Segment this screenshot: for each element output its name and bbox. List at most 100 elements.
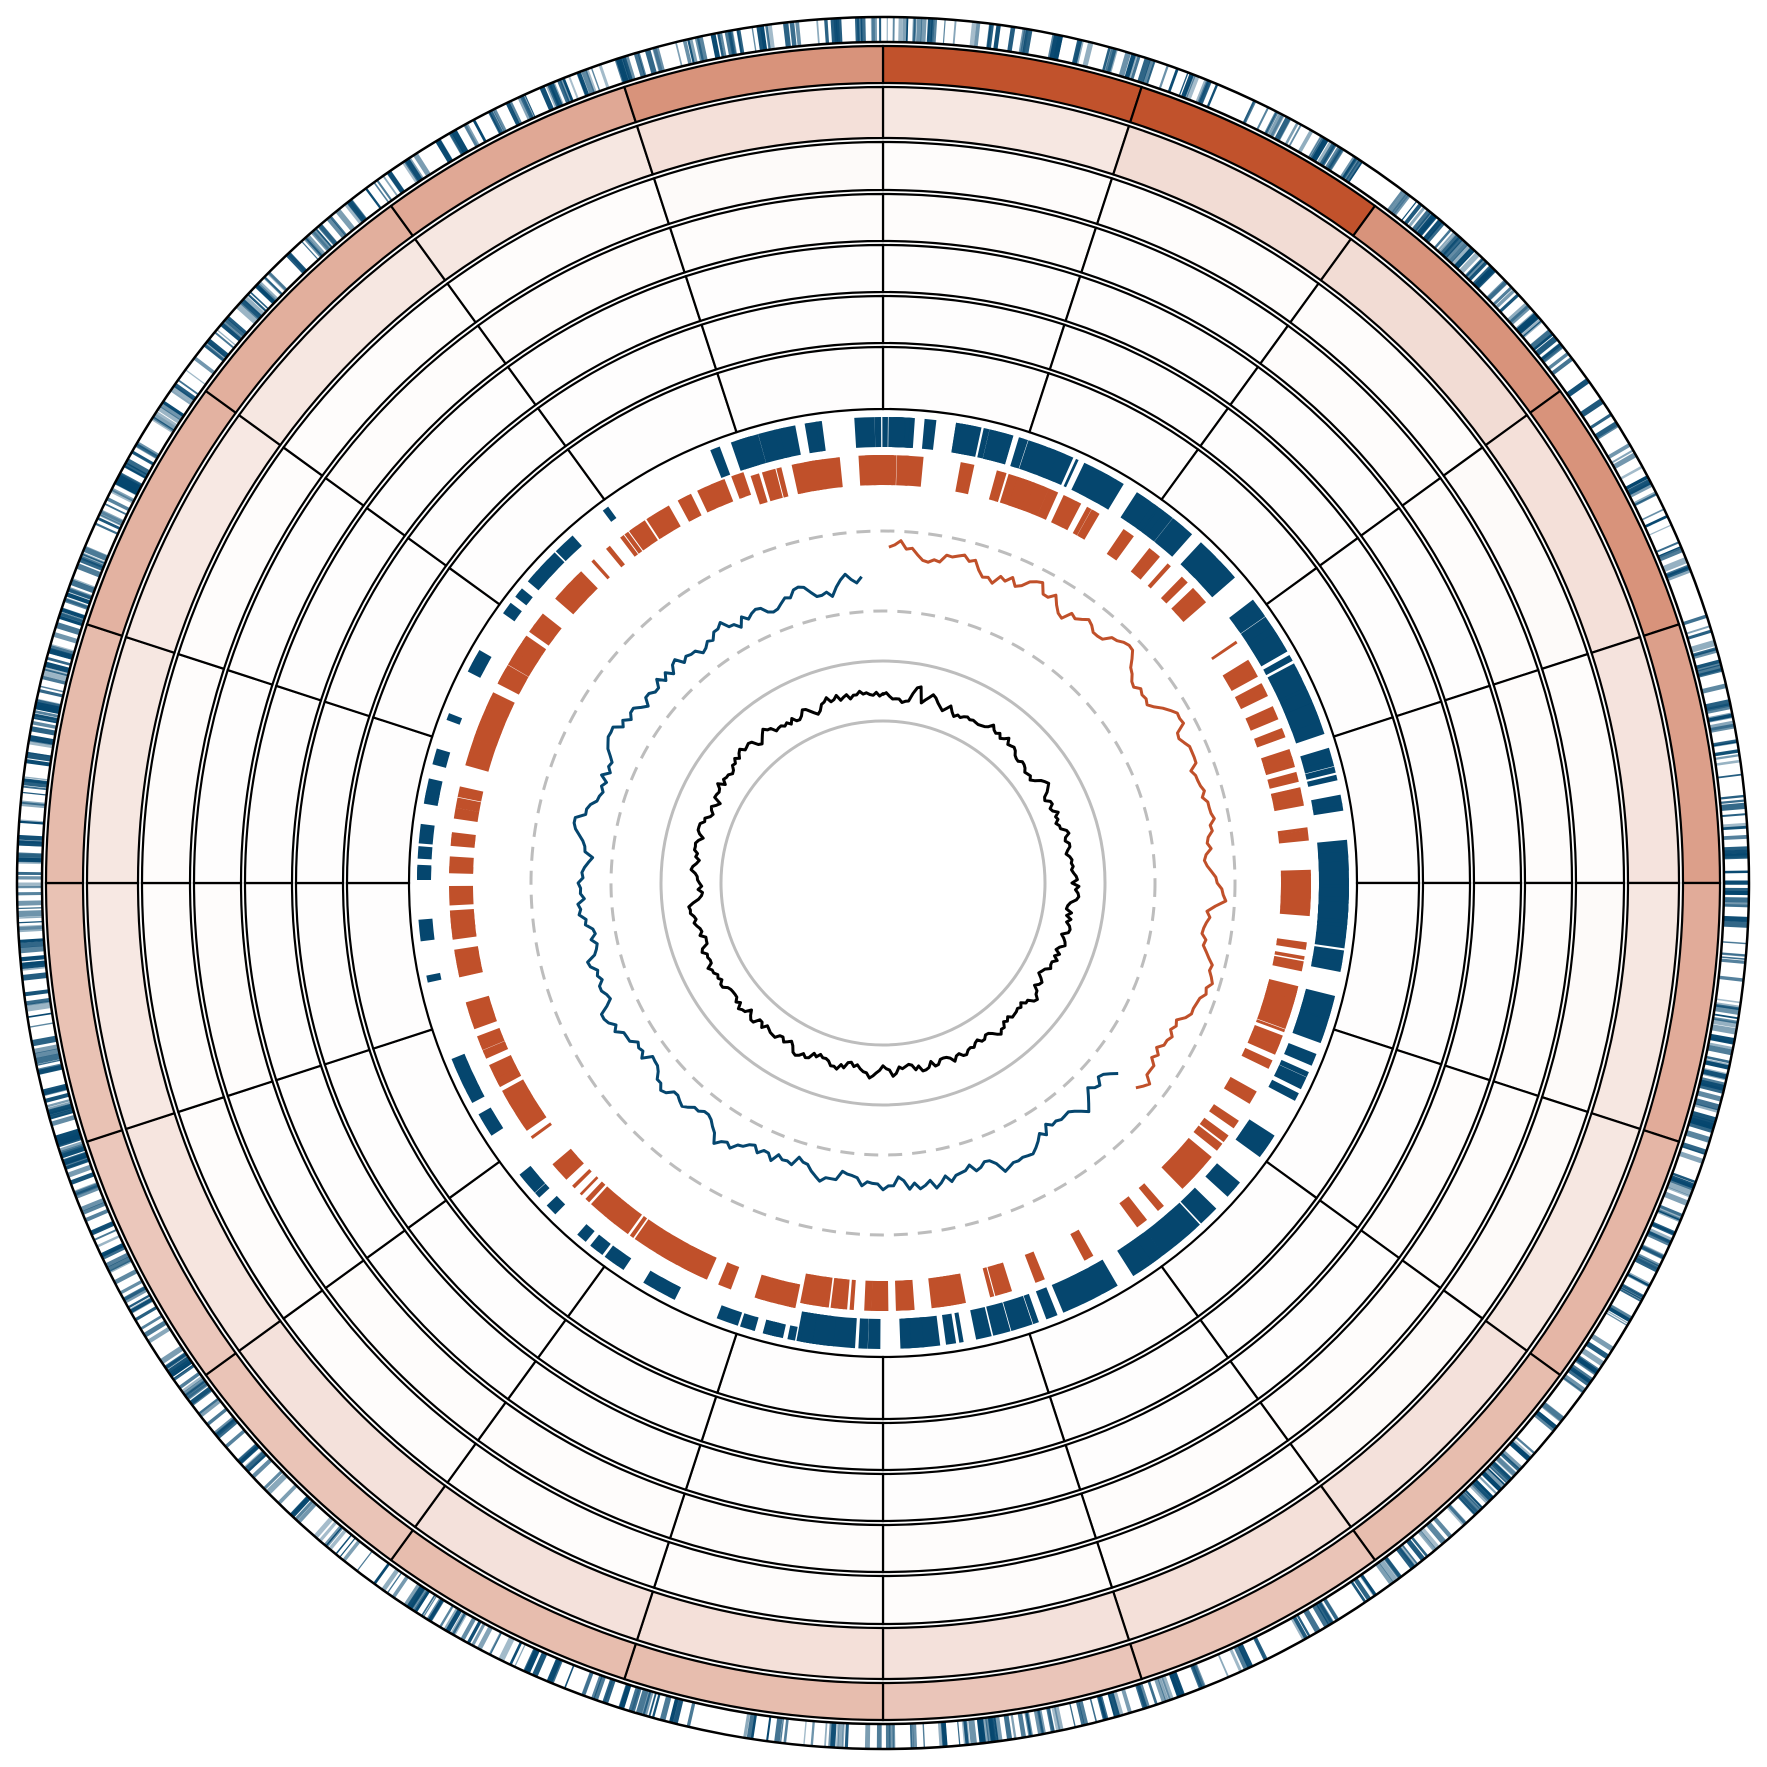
outer-density-tick — [1339, 155, 1359, 180]
outer-density-tick — [1633, 491, 1657, 506]
outer-density-tick — [408, 157, 425, 180]
outer-density-tick — [159, 1345, 184, 1365]
outer-density-tick — [1655, 541, 1680, 553]
outer-density-tick — [64, 1158, 90, 1170]
outer-density-tick — [18, 924, 44, 931]
outer-density-tick — [489, 1632, 503, 1656]
forward-feature — [1273, 1064, 1307, 1090]
forward-feature — [418, 823, 435, 845]
reverse-feature — [572, 1169, 592, 1189]
outer-density-tick — [428, 1598, 445, 1623]
outer-density-tick — [1682, 614, 1708, 626]
outer-density-tick — [1498, 293, 1520, 313]
outer-density-tick — [830, 18, 838, 44]
forward-feature — [882, 416, 888, 448]
outer-density-tick — [247, 293, 267, 313]
outer-density-tick — [1252, 1636, 1268, 1661]
reverse-feature — [710, 479, 732, 507]
outer-density-tick — [1724, 880, 1750, 885]
outer-density-tick — [1702, 1068, 1728, 1080]
outer-density-tick — [581, 1671, 594, 1697]
outer-density-tick — [199, 1399, 222, 1418]
outer-density-tick — [1318, 1600, 1335, 1625]
outer-density-tick — [99, 509, 125, 526]
outer-density-tick — [1414, 211, 1434, 235]
outer-density-tick — [1069, 1702, 1076, 1728]
outer-density-tick — [1022, 28, 1033, 55]
outer-density-tick — [1721, 813, 1747, 818]
outer-density-tick — [1712, 739, 1738, 747]
reverse-feature — [933, 1276, 946, 1308]
outer-density-tick — [1627, 1271, 1651, 1286]
outer-density-tick — [313, 1516, 334, 1539]
outer-density-tick — [198, 1397, 220, 1415]
outer-density-tick — [408, 1586, 426, 1610]
outer-density-tick — [166, 1356, 191, 1375]
forward-feature — [1136, 503, 1158, 531]
outer-density-tick — [1580, 1347, 1605, 1367]
outer-density-tick — [1501, 1449, 1523, 1471]
forward-feature — [1285, 702, 1320, 732]
outer-density-tick — [60, 1144, 86, 1159]
outer-density-tick — [1274, 116, 1291, 142]
outer-density-tick — [1392, 194, 1411, 217]
forward-feature — [1063, 458, 1079, 488]
reverse-feature — [449, 856, 474, 874]
outer-density-tick — [1694, 1098, 1721, 1111]
outer-density-tick — [439, 1605, 454, 1628]
outer-density-tick — [28, 734, 55, 745]
outer-density-tick — [17, 876, 43, 880]
outer-density-tick — [1105, 47, 1118, 74]
reverse-feature — [1211, 640, 1238, 661]
forward-feature — [1293, 1011, 1329, 1041]
outer-density-tick — [766, 1716, 772, 1742]
outer-density-tick — [67, 588, 93, 600]
forward-feature — [532, 570, 548, 585]
reverse-feature — [1247, 1034, 1279, 1055]
reverse-feature — [1235, 684, 1265, 704]
outer-density-tick — [985, 1717, 993, 1743]
feature-tracks — [417, 416, 1350, 1349]
outer-density-tick — [1640, 1243, 1666, 1260]
reverse-feature — [605, 545, 625, 568]
outer-density-tick — [1633, 492, 1658, 507]
forward-feature — [716, 1305, 743, 1326]
reverse-feature — [630, 520, 658, 550]
outer-density-tick — [151, 416, 175, 434]
forward-feature — [1317, 900, 1349, 920]
outer-density-tick — [1721, 822, 1748, 830]
outer-density-tick — [20, 801, 46, 806]
outer-density-tick — [505, 101, 521, 127]
outer-density-tick — [563, 1664, 575, 1689]
outer-density-tick — [590, 67, 601, 92]
forward-feature — [983, 429, 1007, 463]
outer-density-tick — [1124, 53, 1137, 79]
outer-density-tick — [1499, 1452, 1521, 1472]
outer-density-tick — [1547, 351, 1570, 370]
outer-density-tick — [205, 340, 228, 359]
outer-density-tick — [1405, 1538, 1426, 1562]
outer-density-tick — [206, 1407, 228, 1426]
outer-density-tick — [524, 1648, 540, 1674]
forward-feature — [417, 846, 433, 860]
outer-density-tick — [246, 1453, 267, 1473]
outer-density-tick — [89, 1220, 115, 1236]
outer-density-tick — [20, 960, 47, 970]
heatmap-cell — [700, 294, 885, 371]
skew-line-positive — [888, 539, 1228, 1090]
outer-density-tick — [449, 131, 465, 155]
outer-density-tick — [968, 1719, 978, 1745]
outer-density-tick — [710, 33, 721, 59]
outer-density-tick — [19, 941, 45, 949]
outer-density-tick — [1579, 398, 1605, 418]
outer-density-tick — [1707, 712, 1734, 723]
outer-density-tick — [1474, 267, 1497, 290]
outer-density-tick — [1529, 329, 1553, 350]
outer-density-tick — [1541, 344, 1564, 364]
outer-density-tick — [1691, 1110, 1717, 1123]
outer-density-tick — [1007, 26, 1016, 52]
outer-density-tick — [1722, 825, 1748, 831]
forward-feature — [1069, 1268, 1101, 1304]
forward-feature — [1120, 492, 1156, 530]
outer-density-tick — [328, 1528, 348, 1551]
